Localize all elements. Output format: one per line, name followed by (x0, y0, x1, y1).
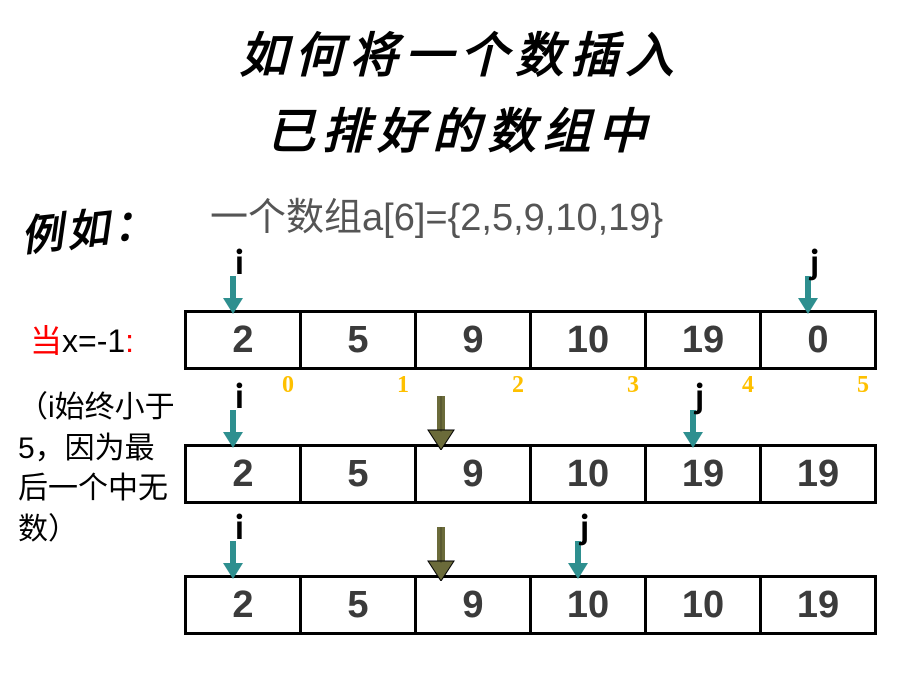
condition-var: x=-1 (62, 323, 125, 359)
array-cell: 19 (759, 575, 877, 635)
pointer-label: i (235, 240, 244, 284)
pointer-arrow-olive (425, 394, 457, 455)
pointer-label: j (695, 374, 704, 418)
array-cell: 9 (414, 310, 532, 370)
array-cell: 19 (759, 444, 877, 504)
array-row: 259101919 (184, 444, 877, 504)
index-label: 4 (742, 372, 754, 399)
condition-suffix: : (125, 323, 134, 359)
index-label: 2 (512, 372, 524, 399)
array-row: 25910190 (184, 310, 877, 370)
array-cell: 5 (299, 575, 417, 635)
note-text: （i始终小于5，因为最后一个中无数） (18, 388, 178, 550)
array-row: 259101019 (184, 575, 877, 635)
array-cell: 19 (644, 444, 762, 504)
index-label: 0 (282, 372, 294, 399)
array-cell: 2 (184, 575, 302, 635)
array-cell: 5 (299, 444, 417, 504)
array-cell: 5 (299, 310, 417, 370)
title-line-1: 如何将一个数插入 (0, 16, 920, 86)
title-line-2: 已排好的数组中 (0, 92, 920, 162)
array-cell: 10 (529, 444, 647, 504)
index-label: 3 (627, 372, 639, 399)
condition-label: 当x=-1: (30, 316, 134, 362)
array-cell: 0 (759, 310, 877, 370)
condition-prefix: 当 (30, 323, 62, 359)
pointer-label: j (810, 240, 819, 284)
array-cell: 10 (529, 310, 647, 370)
array-cell: 19 (644, 310, 762, 370)
array-cell: 2 (184, 444, 302, 504)
array-declaration: 一个数组a[6]={2,5,9,10,19} (210, 186, 663, 241)
pointer-label: i (235, 374, 244, 418)
pointer-label: j (580, 505, 589, 549)
title-block: 如何将一个数插入 已排好的数组中 (0, 16, 920, 162)
pointer-label: i (235, 505, 244, 549)
index-label: 5 (857, 372, 869, 399)
index-label: 1 (397, 372, 409, 399)
array-cell: 10 (529, 575, 647, 635)
example-label: 例如： (17, 189, 161, 264)
pointer-arrow-olive (425, 525, 457, 586)
array-cell: 10 (644, 575, 762, 635)
array-cell: 2 (184, 310, 302, 370)
